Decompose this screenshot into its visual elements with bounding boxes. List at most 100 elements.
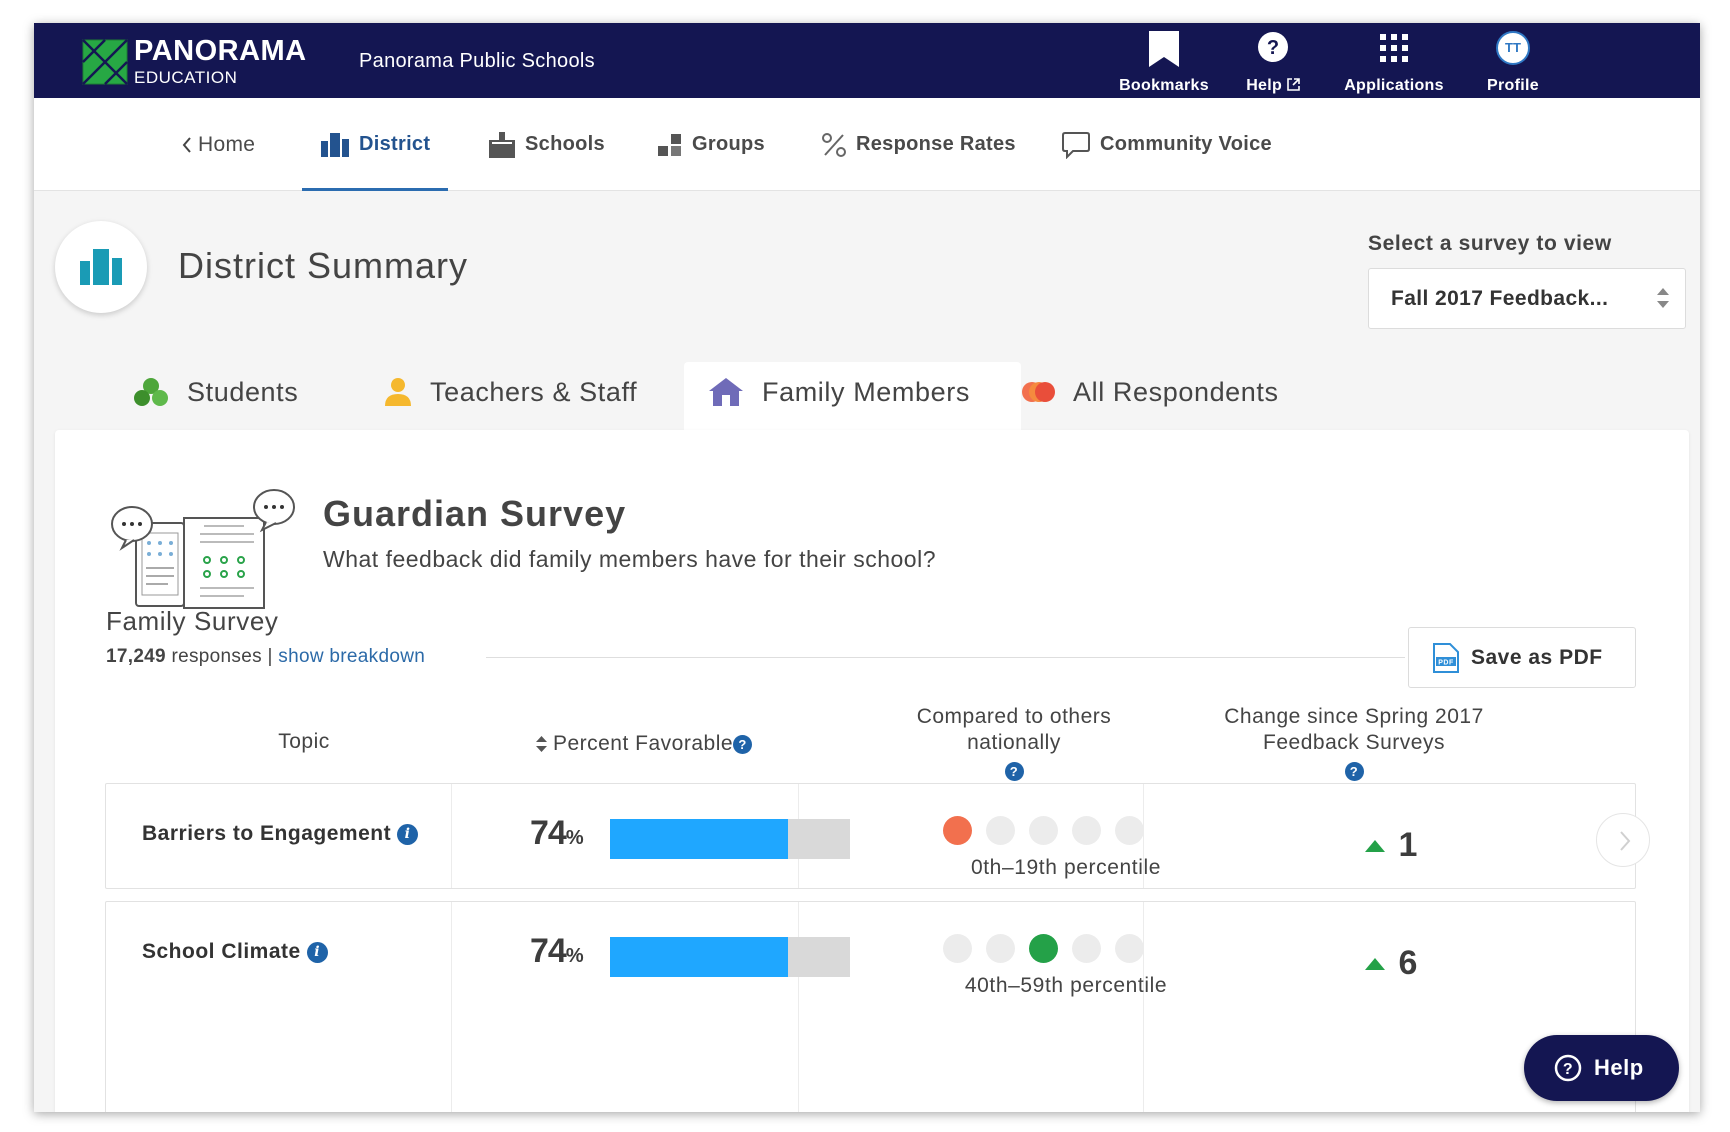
subnav-home-label: Home xyxy=(198,132,256,156)
topnav-profile[interactable]: TT Profile xyxy=(1474,29,1552,95)
row-change: 6 xyxy=(1301,944,1481,983)
section-nav: Home District Schools Groups Response Ra… xyxy=(34,98,1700,191)
percentile-dot xyxy=(1072,934,1101,963)
tab-teachers-staff[interactable]: Teachers & Staff xyxy=(384,360,637,424)
help-question-icon[interactable]: ? xyxy=(733,734,753,754)
subnav-response-rates[interactable]: Response Rates xyxy=(822,98,1016,191)
row-topic[interactable]: Barriers to Engagement i xyxy=(142,822,419,846)
column-header-percent-favorable[interactable]: Percent Favorable? xyxy=(489,731,799,757)
survey-select-value: Fall 2017 Feedback... xyxy=(1391,287,1609,310)
help-circle-icon: ? xyxy=(1258,32,1288,62)
district-buildings-icon xyxy=(80,249,122,285)
table-row[interactable]: Barriers to Engagement i 74% 0th–19th per… xyxy=(105,783,1650,889)
topnav-bookmarks-label: Bookmarks xyxy=(1119,77,1209,94)
avatar: TT xyxy=(1496,31,1530,65)
column-header-percent-label: Percent Favorable xyxy=(552,732,734,755)
tab-students[interactable]: Students xyxy=(133,360,298,424)
bookmark-icon xyxy=(1149,31,1179,67)
top-bar: PANORAMA EDUCATION Panorama Public Schoo… xyxy=(34,23,1700,98)
house-icon xyxy=(709,378,743,406)
responses-summary: 17,249 responses | show breakdown xyxy=(106,646,425,668)
column-header-compared-line1: Compared to others xyxy=(916,705,1112,728)
apps-grid-icon xyxy=(1380,34,1408,62)
help-chat-button[interactable]: ? Help xyxy=(1524,1035,1679,1101)
column-header-topic: Topic xyxy=(278,730,330,753)
tab-family-members-label: Family Members xyxy=(762,376,970,407)
district-badge xyxy=(55,221,147,313)
brand-subtitle: EDUCATION xyxy=(134,68,238,87)
subnav-groups[interactable]: Groups xyxy=(658,98,765,191)
groups-blocks-icon xyxy=(658,133,681,156)
responses-word: responses | xyxy=(171,646,273,667)
show-breakdown-link[interactable]: show breakdown xyxy=(278,646,426,667)
subnav-district[interactable]: District xyxy=(321,98,430,191)
row-percent-favorable: 74% xyxy=(530,814,584,853)
survey-illustration-icon xyxy=(111,489,295,609)
svg-text:?: ? xyxy=(1267,37,1279,59)
column-header-change-line1: Change since Spring 2017 xyxy=(1224,705,1484,728)
subnav-schools-label: Schools xyxy=(525,133,605,155)
topnav-bookmarks[interactable]: Bookmarks xyxy=(1109,29,1219,95)
percentile-dot xyxy=(986,816,1015,845)
subnav-schools[interactable]: Schools xyxy=(489,98,605,191)
row-percent-unit: % xyxy=(565,827,584,849)
sort-arrows-icon xyxy=(535,736,547,752)
panorama-logo-icon[interactable] xyxy=(82,39,128,85)
svg-text:?: ? xyxy=(1563,1061,1573,1078)
column-header-compared: Compared to others nationally ? xyxy=(864,704,1164,784)
survey-question: What feedback did family members have fo… xyxy=(323,546,936,572)
row-change: 1 xyxy=(1301,826,1481,865)
topnav-applications-label: Applications xyxy=(1344,77,1444,94)
info-icon[interactable]: i xyxy=(306,941,328,963)
column-separator xyxy=(1143,784,1144,888)
save-as-pdf-label: Save as PDF xyxy=(1471,645,1603,669)
favorable-bar xyxy=(610,819,850,859)
students-dots-icon xyxy=(134,378,168,406)
column-header-compared-line2: nationally xyxy=(967,731,1061,754)
percentile-dot xyxy=(1029,816,1058,845)
row-percent-unit: % xyxy=(565,945,584,967)
brand-name: PANORAMA xyxy=(134,35,307,67)
row-change-value: 6 xyxy=(1398,944,1418,982)
info-icon[interactable]: i xyxy=(397,823,419,845)
survey-select-label: Select a survey to view xyxy=(1368,232,1612,255)
topnav-applications[interactable]: Applications xyxy=(1334,29,1454,95)
tab-all-respondents-label: All Respondents xyxy=(1073,376,1279,407)
subnav-community-voice[interactable]: Community Voice xyxy=(1062,98,1272,191)
help-question-icon[interactable]: ? xyxy=(1004,761,1024,781)
percentile-dot xyxy=(1029,934,1058,963)
row-topic[interactable]: School Climate i xyxy=(142,940,328,964)
all-respondents-icon xyxy=(1022,382,1055,402)
subnav-home[interactable]: Home xyxy=(182,98,255,191)
column-header-change-line2: Feedback Surveys xyxy=(1263,731,1445,754)
survey-select[interactable]: Fall 2017 Feedback... xyxy=(1368,268,1686,329)
survey-title: Guardian Survey xyxy=(323,493,627,534)
up-arrow-icon xyxy=(1364,839,1385,852)
subnav-district-label: District xyxy=(359,133,431,155)
up-arrow-icon xyxy=(1364,957,1385,970)
chevron-right-icon xyxy=(1620,831,1631,851)
tab-family-members[interactable]: Family Members xyxy=(708,360,970,424)
column-separator xyxy=(798,902,799,1112)
school-building-icon xyxy=(489,131,515,158)
save-as-pdf-button[interactable]: PDF Save as PDF xyxy=(1408,627,1636,688)
active-audience-tab-background xyxy=(684,362,1021,430)
percentile-dot xyxy=(1115,934,1144,963)
row-expand-button[interactable] xyxy=(1596,813,1650,867)
table-row[interactable]: School Climate i 74% 40th–59th percentile… xyxy=(105,901,1636,1112)
help-question-icon[interactable]: ? xyxy=(1344,761,1364,781)
percentile-dot xyxy=(986,934,1015,963)
external-link-icon xyxy=(1287,78,1300,91)
sort-arrows-icon xyxy=(1657,288,1669,308)
row-topic-label: School Climate xyxy=(142,940,301,963)
percentile-dot xyxy=(943,816,972,845)
svg-text:PDF: PDF xyxy=(1438,659,1454,666)
column-separator xyxy=(451,784,452,888)
divider xyxy=(486,657,1405,658)
subnav-community-voice-label: Community Voice xyxy=(1100,133,1272,155)
topnav-help[interactable]: ? Help xyxy=(1230,29,1316,95)
topnav-profile-label: Profile xyxy=(1487,77,1539,94)
favorable-bar-fill xyxy=(610,819,788,859)
tab-all-respondents[interactable]: All Respondents xyxy=(1021,360,1279,424)
row-percent-value: 74 xyxy=(530,932,567,970)
